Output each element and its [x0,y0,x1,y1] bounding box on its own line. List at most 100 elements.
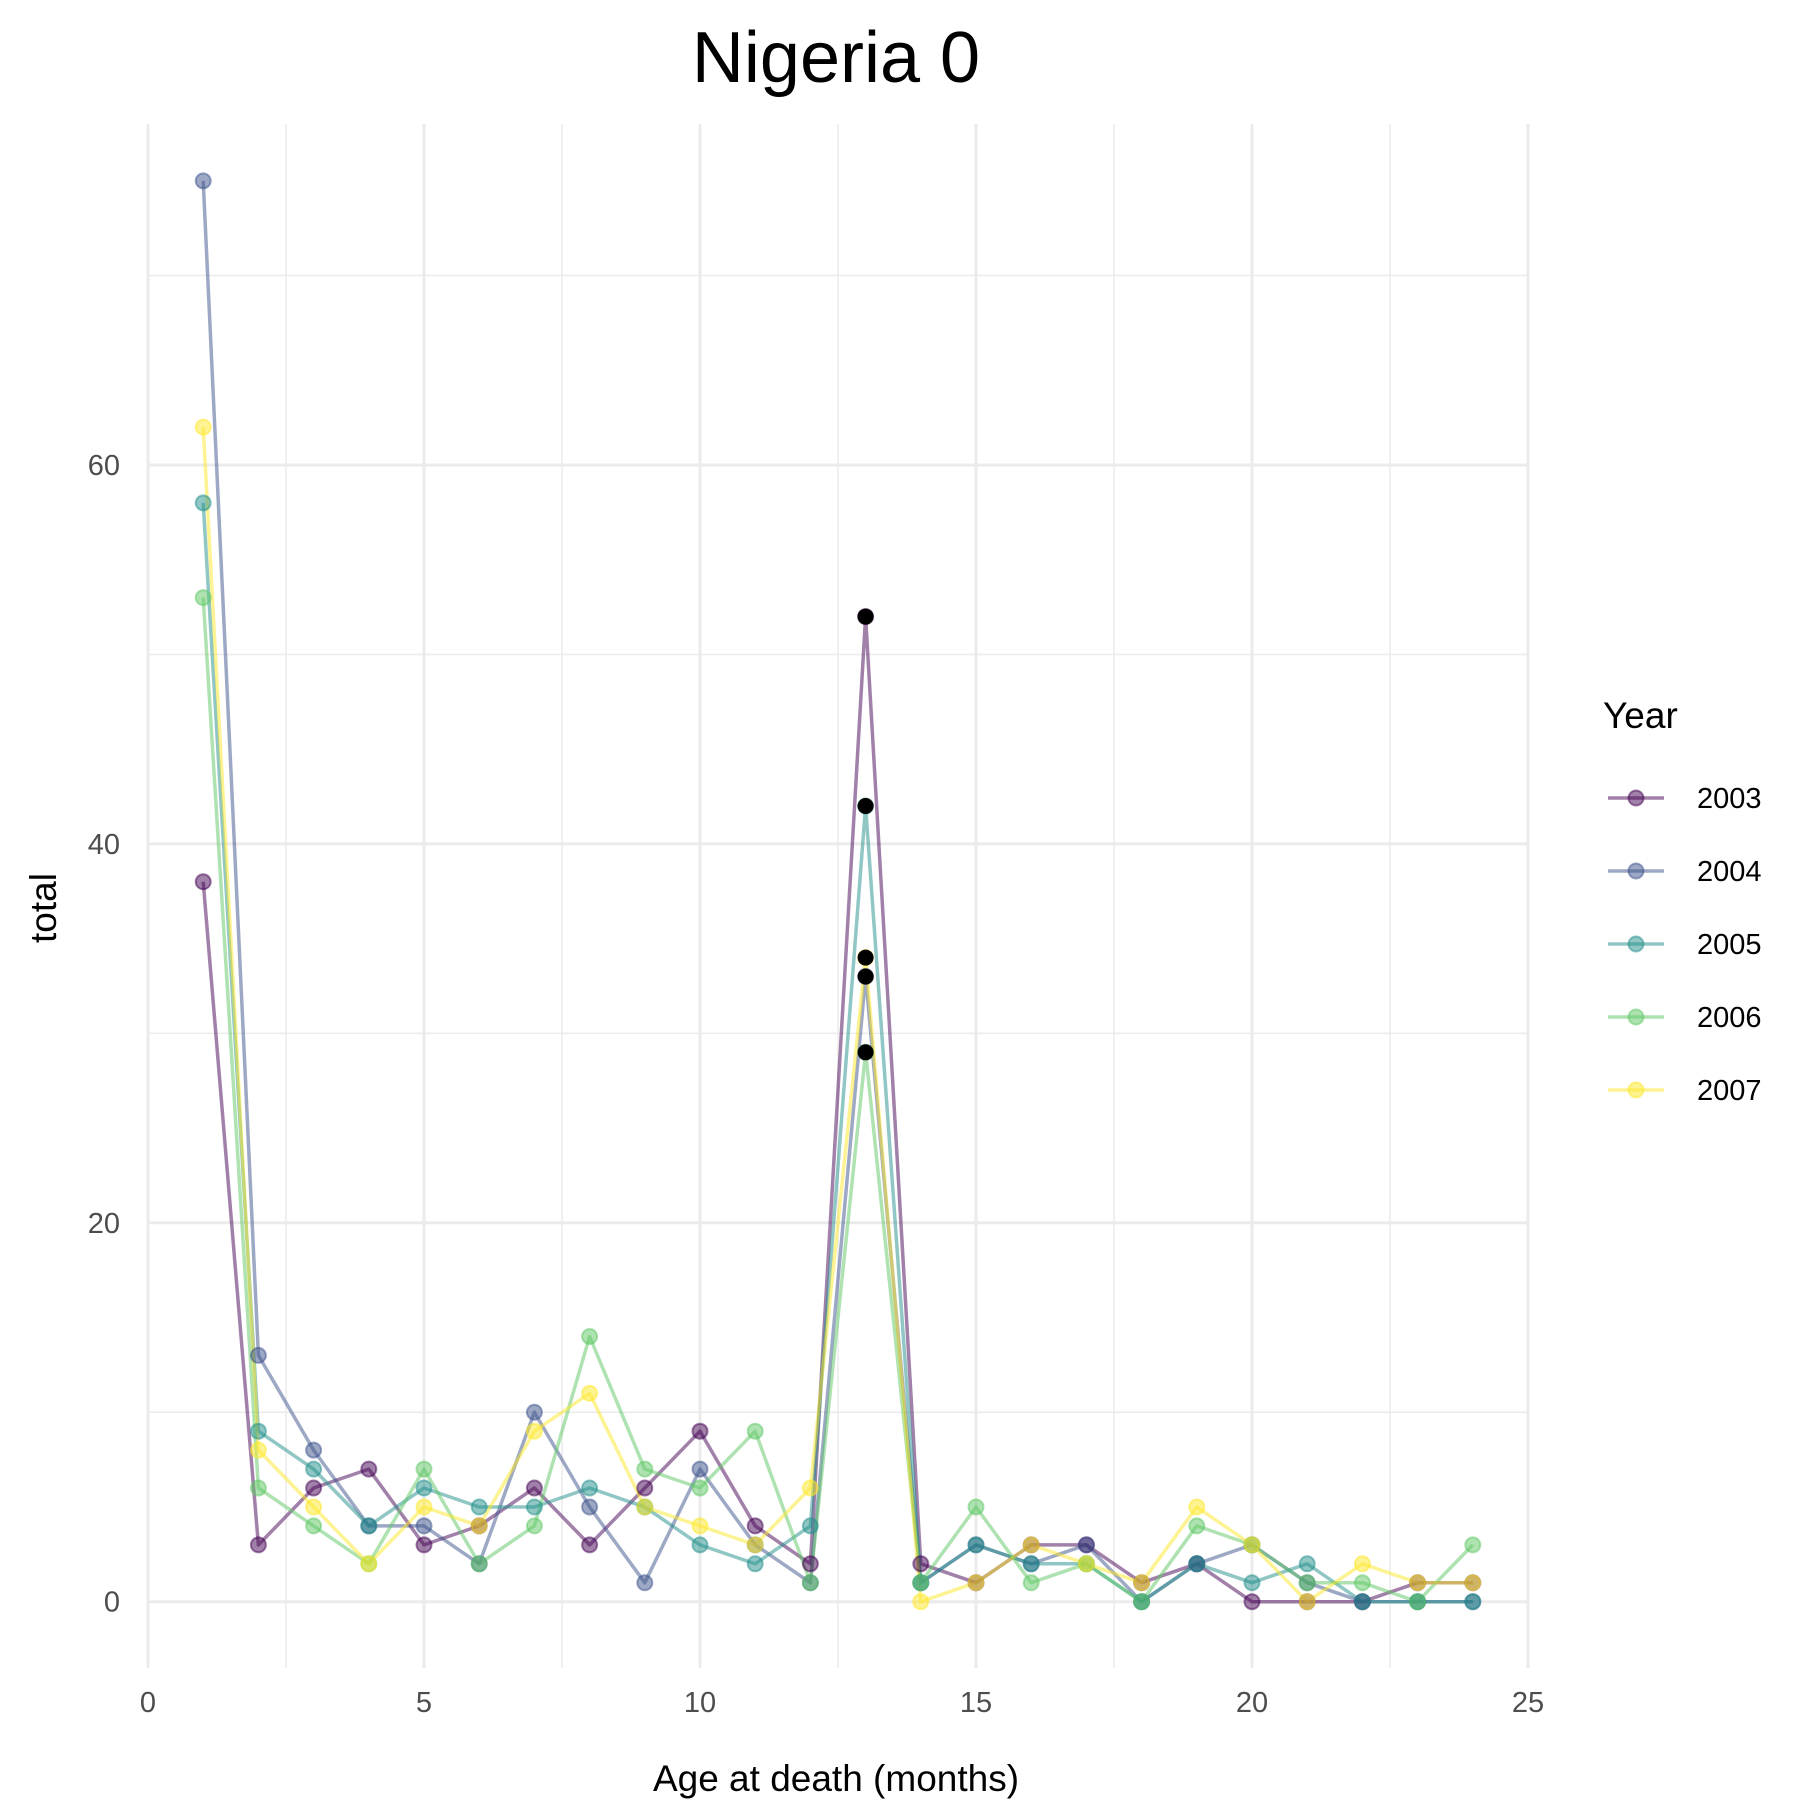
data-point-2003 [525,1479,543,1497]
data-point-2007 [194,418,212,436]
legend-key-point-2005 [1627,935,1645,953]
highlight-point-2004 [857,968,874,985]
legend-key-point-2004 [1627,862,1645,880]
data-point-2007 [1243,1536,1261,1554]
legend: Year 2003 2004 2005 2006 2007 [1603,695,1762,1107]
x-axis-title: Age at death (months) [653,1758,1019,1799]
data-point-2007 [1409,1574,1427,1592]
data-point-2003 [194,873,212,891]
data-point-2005 [581,1479,599,1497]
data-point-2006 [1464,1536,1482,1554]
data-point-2005 [305,1460,323,1478]
grid [146,124,1530,1668]
data-point-2006 [415,1460,433,1478]
y-tick-label: 0 [104,1587,120,1619]
data-point-2006 [305,1517,323,1535]
data-point-2007 [415,1498,433,1516]
data-point-2006 [1022,1574,1040,1592]
data-point-2003 [581,1536,599,1554]
data-point-2007 [1188,1498,1206,1516]
data-point-2005 [194,494,212,512]
data-point-2007 [360,1555,378,1573]
data-point-2007 [1133,1574,1151,1592]
data-point-2007 [801,1479,819,1497]
data-point-2007 [1464,1574,1482,1592]
data-point-2004 [249,1346,267,1364]
x-tick-label: 10 [684,1687,716,1719]
data-point-2003 [912,1555,930,1573]
data-point-2004 [194,172,212,190]
series-lines [201,180,1475,1604]
data-point-2005 [1188,1555,1206,1573]
data-point-2005 [1298,1555,1316,1573]
legend-title: Year [1603,695,1678,736]
data-point-2006 [1188,1517,1206,1535]
legend-label-2007: 2007 [1697,1075,1762,1107]
legend-key-point-2006 [1627,1008,1645,1026]
data-point-2005 [249,1422,267,1440]
data-point-2007 [746,1536,764,1554]
x-tick-label: 25 [1512,1687,1544,1719]
data-point-2007 [525,1422,543,1440]
data-point-2006 [249,1479,267,1497]
data-point-2003 [415,1536,433,1554]
data-point-2006 [1298,1574,1316,1592]
data-point-2005 [801,1517,819,1535]
data-point-2003 [360,1460,378,1478]
data-point-2006 [470,1555,488,1573]
highlight-point-2006 [857,1044,874,1061]
data-point-2005 [967,1536,985,1554]
legend-key-point-2007 [1627,1081,1645,1099]
legend-label-2005: 2005 [1697,929,1762,961]
data-point-2007 [249,1441,267,1459]
data-point-2006 [967,1498,985,1516]
data-point-2005 [470,1498,488,1516]
y-axis-ticks: 0 20 40 60 [88,450,120,1619]
data-point-2007 [581,1384,599,1402]
y-tick-label: 40 [88,829,120,861]
legend-label-2004: 2004 [1697,856,1762,888]
data-point-2003 [801,1555,819,1573]
data-point-2007 [1298,1593,1316,1611]
legend-items: 2003 2004 2005 2006 2007 [1608,783,1762,1107]
series-line-2006 [201,597,1475,1604]
highlight-point-2007 [857,949,874,966]
series-line-2005 [201,502,1473,1604]
data-point-2006 [636,1460,654,1478]
data-point-2005 [1464,1593,1482,1611]
legend-label-2003: 2003 [1697,783,1762,815]
data-point-2003 [305,1479,323,1497]
data-point-2004 [581,1498,599,1516]
data-point-2007 [912,1593,930,1611]
data-point-2006 [1409,1593,1427,1611]
data-point-2007 [967,1574,985,1592]
series-points [194,172,1482,1611]
x-tick-label: 5 [416,1687,432,1719]
data-point-2005 [1022,1555,1040,1573]
data-point-2005 [746,1555,764,1573]
highlight-point-2005 [857,798,874,815]
data-point-2005 [525,1498,543,1516]
y-axis-title: total [23,873,64,943]
x-tick-label: 15 [960,1687,992,1719]
data-point-2004 [1077,1536,1095,1554]
y-tick-label: 60 [88,450,120,482]
data-point-2005 [1353,1593,1371,1611]
series-line-2003 [201,614,1473,1604]
data-point-2004 [415,1517,433,1535]
data-point-2003 [746,1517,764,1535]
data-point-2005 [1243,1574,1261,1592]
series-line-2007 [201,427,1473,1604]
data-point-2006 [194,589,212,607]
data-point-2005 [415,1479,433,1497]
data-point-2006 [746,1422,764,1440]
data-point-2004 [525,1403,543,1421]
data-point-2006 [1133,1593,1151,1611]
data-point-2007 [470,1517,488,1535]
data-point-2004 [636,1574,654,1592]
legend-label-2006: 2006 [1697,1002,1762,1034]
data-point-2003 [691,1422,709,1440]
data-point-2004 [691,1460,709,1478]
data-point-2006 [801,1574,819,1592]
data-point-2006 [525,1517,543,1535]
